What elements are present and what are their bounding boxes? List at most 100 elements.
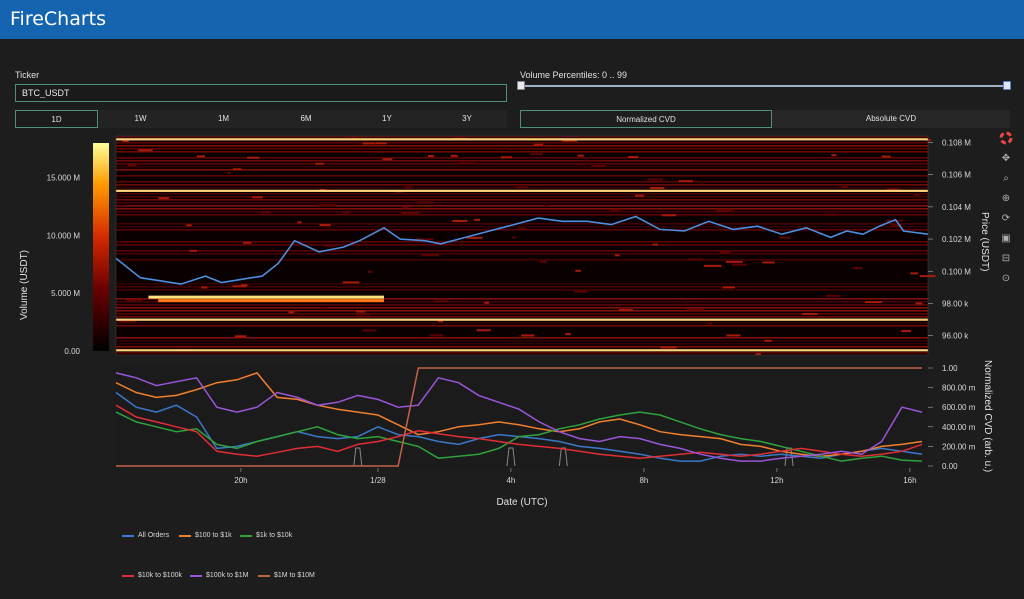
range-1d-button[interactable]: 1D (15, 110, 98, 128)
time-tick-label: 20h (234, 476, 247, 485)
order-book-heatmap[interactable] (115, 135, 936, 356)
range-6m-button[interactable]: 6M (265, 110, 347, 128)
heatmap-band (116, 298, 928, 300)
cvd-series-line (115, 372, 923, 462)
tag-icon[interactable]: ⊟ (1001, 252, 1011, 264)
range-1w-button[interactable]: 1W (99, 110, 182, 128)
heatmap-band (116, 343, 928, 345)
heatmap-cell (627, 156, 639, 159)
heatmap-cell (703, 264, 722, 267)
percentile-slider-low-handle[interactable] (517, 81, 525, 90)
heatmap-cell (127, 164, 137, 167)
heatmap-cell (158, 197, 170, 200)
price-tick-label: 0.108 M (942, 138, 971, 147)
heatmap-cell (576, 163, 586, 166)
heatmap-cell (910, 272, 918, 275)
range-1y-button[interactable]: 1Y (347, 110, 427, 128)
plotly-logo-icon[interactable] (998, 130, 1014, 146)
cvd-series-line (116, 367, 922, 467)
price-tick-label: 98.00 k (942, 299, 969, 308)
heatmap-band (116, 301, 928, 303)
select-icon[interactable]: ⊕ (1001, 192, 1011, 204)
heatmap-cell (416, 201, 435, 204)
ticker-label: Ticker (15, 70, 40, 80)
cvd-tick-label: 600.00 m (942, 403, 976, 412)
app-header: FireCharts (0, 0, 1024, 39)
legend-label: All Orders (138, 532, 170, 539)
percentile-slider-fill (521, 85, 1008, 87)
heatmap-band (116, 184, 928, 186)
app-title: FireCharts (10, 8, 107, 30)
heatmap-band (116, 313, 928, 315)
heatmap-cell (914, 193, 920, 196)
heatmap-cell (429, 334, 444, 337)
legend-1k-to-10k[interactable]: $1k to $10k (240, 532, 292, 539)
liquidity-wall (148, 295, 384, 299)
zoom-icon[interactable]: ⌕ (1003, 172, 1009, 184)
heatmap-cell (886, 188, 901, 191)
normalized-cvd-plot[interactable] (115, 366, 928, 468)
heatmap-cell (473, 218, 481, 221)
heatmap-cell (346, 136, 357, 139)
heatmap-cell (362, 329, 376, 332)
heatmap-cell (437, 320, 444, 323)
cvd-y-axis: 0.00 200.00 m 400.00 m 600.00 m 800.00 m 1.00 (928, 364, 976, 471)
heatmap-cell (382, 158, 393, 161)
percentile-slider-high-handle[interactable] (1003, 81, 1011, 90)
legend-swatch (240, 534, 252, 537)
range-3y-button[interactable]: 3Y (427, 110, 507, 128)
heatmap-cell (315, 162, 324, 165)
heatmap-band (116, 346, 928, 348)
range-1m-button[interactable]: 1M (182, 110, 265, 128)
heatmap-cell (614, 254, 620, 257)
heatmap-cell (530, 153, 543, 156)
heatmap-band (116, 166, 928, 168)
reset-icon[interactable]: ⟳ (1001, 212, 1011, 224)
heatmap-cell (122, 139, 129, 142)
heatmap-cell (660, 346, 677, 349)
heatmap-cell (476, 329, 491, 332)
heatmap-cell (342, 281, 360, 284)
heatmap-cell (515, 186, 529, 189)
legend-1m-to-10m[interactable]: $1M to $10M (258, 572, 315, 579)
legend-all-orders[interactable]: All Orders (122, 532, 169, 539)
heatmap-cell (120, 156, 134, 159)
absolute-cvd-button[interactable]: Absolute CVD (772, 110, 1010, 128)
cvd-series-line (115, 411, 923, 462)
price-line (115, 215, 929, 285)
ticker-input[interactable] (15, 84, 507, 102)
heatmap-cell (319, 224, 331, 227)
cvd-axis-title: Normalized CVD (arb. u.) (982, 360, 993, 472)
heatmap-cell (189, 249, 197, 252)
heatmap-cell (533, 143, 544, 146)
heatmap-band (116, 322, 928, 324)
cvd-tick-label: 800.00 m (942, 384, 976, 393)
heatmap-band (116, 181, 928, 183)
spike-icon[interactable]: ⊙ (1001, 272, 1011, 284)
heatmap-cell (926, 139, 932, 142)
legend-100k-to-1m[interactable]: $100k to $1M (190, 572, 248, 579)
heatmap-cell (565, 333, 571, 336)
heatmap-cell (539, 260, 547, 263)
legend-100-to-1k[interactable]: $100 to $1k (179, 532, 232, 539)
normalized-cvd-button[interactable]: Normalized CVD (520, 110, 772, 128)
pan-icon[interactable]: ✥ (1001, 152, 1011, 164)
colorbar-tick-label: 10.000 M (47, 231, 81, 240)
heatmap-band (116, 163, 928, 165)
download-icon[interactable]: ▣ (1001, 232, 1011, 244)
heatmap-band (116, 196, 928, 198)
heatmap-cell (562, 139, 578, 142)
heatmap-cell (919, 275, 936, 278)
legend-10k-to-100k[interactable]: $10k to $100k (122, 572, 182, 579)
heatmap-cell (707, 322, 712, 325)
heatmap-cell (825, 294, 840, 297)
heatmap-cell (755, 353, 761, 356)
heatmap-cell (318, 204, 336, 207)
heatmap-band (116, 160, 928, 162)
heatmap-cell (715, 209, 733, 212)
heatmap-cell (138, 149, 153, 152)
heatmap-cell (251, 196, 263, 199)
heatmap-cell (687, 258, 703, 261)
heatmap-cell (853, 267, 863, 270)
heatmap-cell (726, 334, 741, 337)
